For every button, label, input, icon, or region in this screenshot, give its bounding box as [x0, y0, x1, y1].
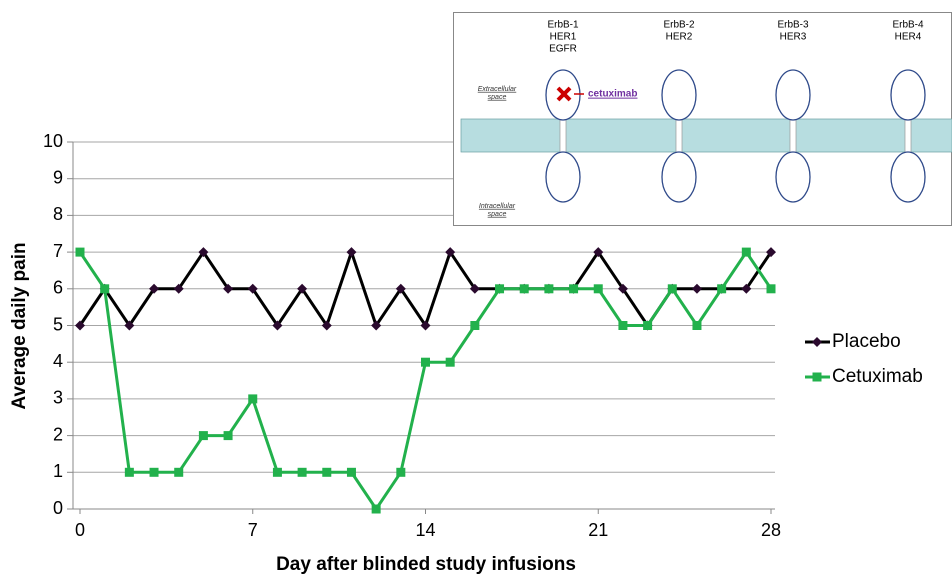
marker: [347, 468, 356, 477]
chart: Day after blinded study infusions Averag…: [0, 0, 952, 577]
marker: [569, 284, 578, 293]
marker: [668, 284, 677, 293]
marker: [346, 247, 356, 257]
marker: [495, 284, 504, 293]
receptor-label: ErbB-1: [547, 20, 579, 31]
marker: [199, 431, 208, 440]
receptor-label: ErbB-2: [663, 20, 695, 31]
receptor-intracellular: [891, 152, 925, 202]
x-axis-title: Day after blinded study infusions: [276, 554, 576, 575]
legend-label: Placebo: [832, 331, 901, 352]
drug-label: cetuximab: [588, 89, 637, 100]
receptor-intracellular: [662, 152, 696, 202]
marker: [421, 358, 430, 367]
marker: [396, 468, 405, 477]
marker: [767, 284, 776, 293]
y-tick-label: 8: [53, 204, 63, 224]
marker: [174, 468, 183, 477]
marker: [692, 284, 702, 294]
y-tick-label: 4: [53, 351, 63, 371]
marker: [470, 321, 479, 330]
legend-marker: [812, 337, 822, 347]
receptor-intracellular: [546, 152, 580, 202]
marker: [224, 431, 233, 440]
y-tick-label: 2: [53, 424, 63, 444]
x-tick-label: 21: [588, 520, 608, 540]
receptor-diagram: Extracellular space Intracellular space …: [454, 13, 952, 226]
marker: [76, 248, 85, 257]
x-tick-label: 0: [75, 520, 85, 540]
receptor-stalk: [560, 117, 566, 154]
y-tick-label: 10: [43, 131, 63, 151]
receptor-extracellular: [776, 70, 810, 120]
marker: [618, 321, 627, 330]
receptor-stalk: [676, 117, 682, 154]
y-tick-label: 6: [53, 278, 63, 298]
marker: [248, 394, 257, 403]
y-tick-label: 0: [53, 498, 63, 518]
intracellular-label: Intracellular: [479, 203, 516, 210]
receptor-label: ErbB-4: [892, 20, 924, 31]
y-tick-label: 1: [53, 461, 63, 481]
receptor-label: HER4: [895, 32, 922, 43]
receptor-label: EGFR: [549, 44, 577, 55]
y-tick-label: 9: [53, 167, 63, 187]
x-tick-label: 14: [415, 520, 435, 540]
marker: [372, 505, 381, 514]
legend-marker: [813, 373, 822, 382]
marker: [150, 468, 159, 477]
receptor-label: HER2: [666, 32, 693, 43]
receptor-extracellular: [891, 70, 925, 120]
extracellular-label: space: [488, 94, 507, 101]
marker: [742, 248, 751, 257]
marker: [544, 284, 553, 293]
marker: [643, 321, 652, 330]
intracellular-label: space: [488, 211, 507, 218]
receptor-label: HER1: [550, 32, 577, 43]
receptor-stalk: [790, 117, 796, 154]
receptor-label: HER3: [780, 32, 807, 43]
receptor-label: ErbB-3: [777, 20, 809, 31]
marker: [322, 468, 331, 477]
membrane: [461, 119, 952, 152]
receptor-stalk: [905, 117, 911, 154]
marker: [446, 358, 455, 367]
marker: [100, 284, 109, 293]
marker: [125, 468, 134, 477]
series-line: [80, 252, 771, 509]
legend-label: Cetuximab: [832, 366, 923, 387]
marker: [298, 468, 307, 477]
y-axis-title: Average daily pain: [9, 242, 30, 409]
marker: [692, 321, 701, 330]
x-tick-label: 28: [761, 520, 781, 540]
marker: [520, 284, 529, 293]
receptor-intracellular: [776, 152, 810, 202]
extracellular-label: Extracellular: [478, 86, 517, 93]
marker: [717, 284, 726, 293]
x-tick-label: 7: [248, 520, 258, 540]
marker: [594, 284, 603, 293]
y-tick-label: 5: [53, 314, 63, 334]
y-tick-label: 7: [53, 241, 63, 261]
marker: [273, 468, 282, 477]
y-tick-label: 3: [53, 388, 63, 408]
receptor-extracellular: [662, 70, 696, 120]
